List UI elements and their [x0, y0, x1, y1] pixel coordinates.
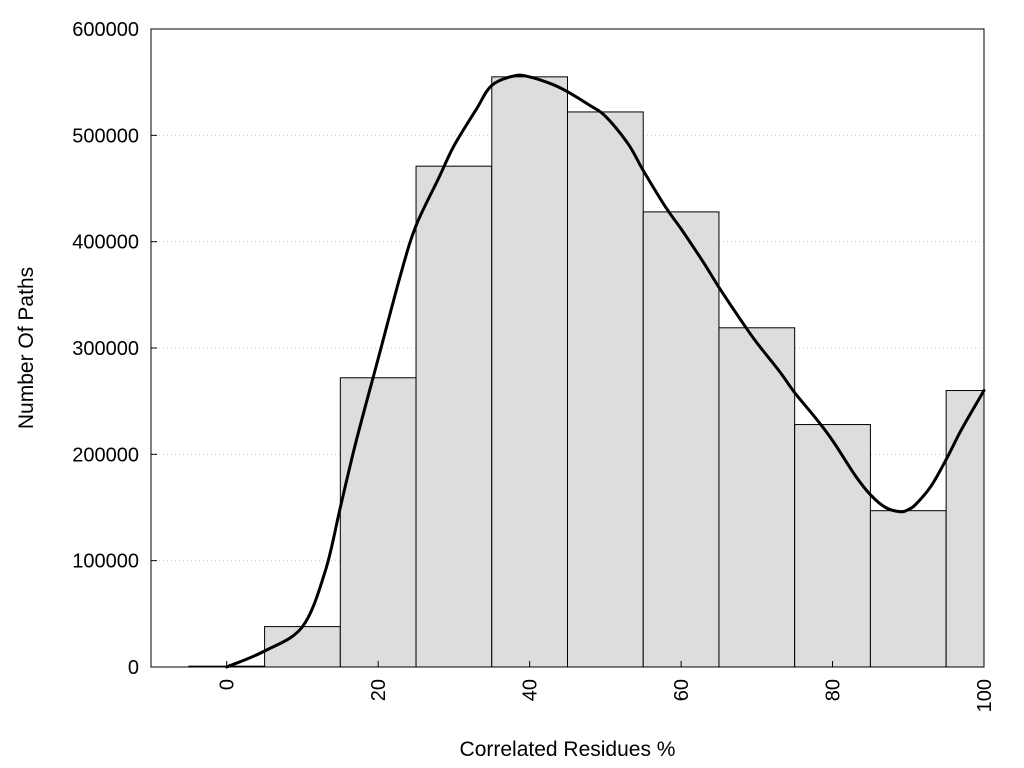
x-axis-ticks: 0 20 40 60 80 100 [217, 661, 996, 712]
y-tick-label: 500000 [72, 125, 139, 147]
series-line [225, 73, 986, 669]
bar [567, 111, 644, 668]
bar [339, 377, 417, 668]
x-tick-label: 80 [823, 679, 845, 701]
x-tick-label: 40 [520, 679, 542, 701]
bar [415, 165, 493, 668]
bar [794, 424, 871, 668]
y-tick-label: 100000 [72, 551, 139, 573]
y-tick-label: 600000 [72, 19, 139, 41]
x-tick-label: 100 [974, 679, 996, 712]
y-tick-label: 0 [128, 657, 139, 679]
bar [491, 76, 569, 668]
bar [945, 390, 985, 668]
bars [188, 76, 985, 668]
y-tick-label: 300000 [72, 338, 139, 360]
x-tick-label: 20 [368, 679, 390, 701]
bar [869, 510, 947, 668]
y-axis-ticks: 0 100000 200000 300000 400000 500000 600000 [72, 19, 157, 679]
smooth-curve [225, 73, 986, 669]
x-tick-label: 60 [671, 679, 693, 701]
y-tick-label: 200000 [72, 444, 139, 466]
y-tick-label: 400000 [72, 232, 139, 254]
bar [264, 626, 341, 668]
x-tick-label: 0 [217, 679, 239, 690]
y-axis-label: Number Of Paths [15, 267, 38, 429]
x-axis-label: Correlated Residues % [460, 738, 676, 761]
bar [642, 211, 720, 668]
